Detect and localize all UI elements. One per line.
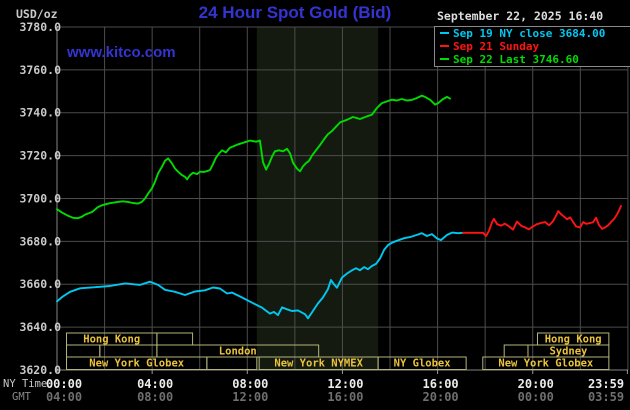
market-session-box: [66, 344, 101, 358]
market-session-box: [377, 356, 467, 370]
y-tick-label: 3640.0: [19, 320, 61, 334]
legend-label: Sep 21 Sunday: [453, 40, 540, 53]
market-session-label: Hong Kong: [545, 334, 602, 346]
market-session-box: [156, 332, 194, 346]
ny-time-tick-label: 23:59: [588, 377, 624, 391]
ny-time-tick-label: 12:00: [327, 377, 363, 391]
price-line: [56, 231, 464, 320]
legend-dash-icon: [440, 57, 449, 60]
legend-dash-icon: [440, 31, 449, 34]
gmt-tick-label: 12:00: [232, 390, 268, 404]
y-tick-label: 3720.0: [19, 149, 61, 163]
gmt-tick-label: 20:00: [423, 390, 459, 404]
legend-dash-icon: [440, 44, 449, 47]
legend-label: Sep 22 Last 3746.60: [453, 53, 579, 66]
ny-time-tick-label: 20:00: [518, 377, 554, 391]
market-session-label: New York NYMEX: [274, 358, 363, 370]
market-session-label: Hong Kong: [83, 334, 140, 346]
gmt-tick-label: 04:00: [46, 390, 82, 404]
ny-time-tick-label: 00:00: [46, 377, 82, 391]
legend-label: Sep 19 NY close 3684.00: [453, 27, 606, 40]
market-session-box: [482, 356, 610, 370]
gmt-tick-label: 08:00: [137, 390, 173, 404]
market-session-box: [206, 356, 258, 370]
gmt-tick-label: 16:00: [327, 390, 363, 404]
y-tick-label: 3660.0: [19, 277, 61, 291]
kitco-watermark-link[interactable]: www.kitco.com: [67, 44, 176, 61]
ny-time-tick-label: 16:00: [423, 377, 459, 391]
legend-item: Sep 19 NY close 3684.00: [440, 27, 630, 40]
chart-timestamp: September 22, 2025 16:40: [437, 9, 604, 23]
y-tick-label: 3740.0: [19, 106, 61, 120]
market-session-label: New York Globex: [89, 358, 185, 370]
y-tick-label: 3680.0: [19, 234, 61, 248]
market-session-box: [503, 344, 529, 358]
legend-item: Sep 21 Sunday: [440, 40, 630, 53]
gmt-tick-label: 00:00: [518, 390, 554, 404]
ny-time-tick-label: 04:00: [137, 377, 173, 391]
market-session-label: London: [219, 346, 257, 358]
market-session-box: [99, 344, 158, 358]
ny-time-axis-label: NY Time: [3, 378, 48, 390]
y-axis-units-label: USD/oz: [16, 7, 58, 21]
gmt-tick-label: 03:59: [588, 390, 624, 404]
page-title: 24 Hour Spot Gold (Bid): [198, 3, 392, 22]
price-line: [462, 205, 622, 237]
gmt-axis-label: GMT: [12, 391, 31, 403]
y-tick-label: 3760.0: [19, 63, 61, 77]
market-session-label: New York Globex: [498, 358, 594, 370]
y-tick-label: 3620.0: [19, 363, 61, 377]
market-session-label: NY Globex: [394, 358, 452, 370]
chart-legend: Sep 19 NY close 3684.00 Sep 21 Sunday Sep …: [434, 26, 630, 67]
ny-time-tick-label: 08:00: [232, 377, 268, 391]
market-session-label: Sydney: [549, 346, 588, 358]
legend-item: Sep 22 Last 3746.60: [440, 53, 630, 66]
y-tick-label: 3700.0: [19, 191, 61, 205]
price-line: [56, 94, 451, 220]
y-tick-label: 3780.0: [19, 20, 61, 34]
